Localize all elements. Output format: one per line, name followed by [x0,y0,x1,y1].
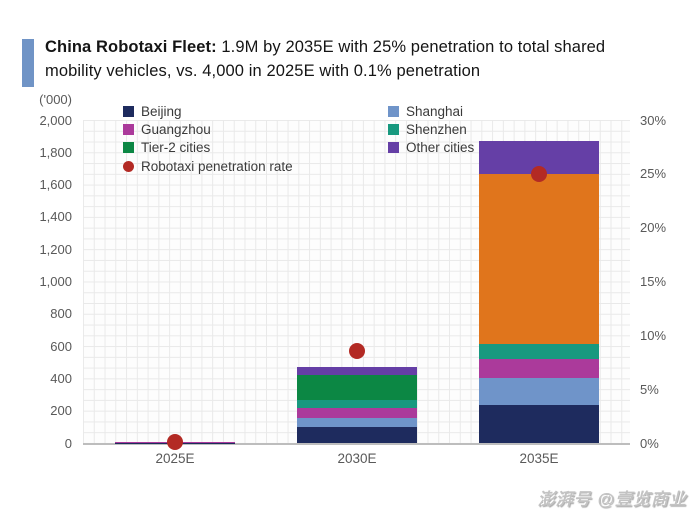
legend-item-other-cities: Other cities [388,140,474,156]
bar-segment-guangzhou [479,359,599,379]
left-axis-tick-label: 1,000 [39,274,72,289]
left-axis-tick-label: 1,800 [39,144,72,160]
legend-square-marker-icon [388,123,399,135]
chart-title-bold: China Robotaxi Fleet: [45,38,217,56]
legend-square-marker-icon [123,123,134,135]
bar-segment-guangzhou [297,408,417,419]
legend-square-marker-icon [123,105,134,117]
x-axis-label-2035e: 2035E [519,451,559,466]
bar-segment-shenzhen [479,344,599,360]
chart-legend: Beijing Guangzhou Tier-2 cities Robotaxi pe… [83,103,630,183]
x-axis-label-2025e: 2025E [155,451,195,466]
x-axis: 2025E 2030E 2035E [83,451,630,471]
legend-label: Tier-2 cities [141,140,211,156]
legend-square-marker-icon [388,142,399,154]
x-axis-label-2030e: 2030E [337,451,377,466]
stacked-bar-2030e [297,367,417,443]
legend-circle-marker-icon [123,160,134,172]
bar-segment-tier-2-cities [479,173,599,345]
left-axis-tick-label: 600 [50,338,72,354]
legend-item-robotaxi-penetration-rate: Robotaxi penetration rate [123,158,293,174]
legend-label: Robotaxi penetration rate [141,158,293,174]
chart-plot-area [83,120,630,450]
stacked-bar-2035e [479,141,599,443]
right-axis-tick-label: 10% [640,327,667,343]
legend-square-marker-icon [123,142,134,154]
left-axis-units-label: ('000) [39,92,72,107]
title-accent-bar [22,39,34,87]
left-axis-tick-label: 1,400 [39,209,72,225]
legend-item-guangzhou: Guangzhou [123,121,211,137]
left-axis-tick-label: 0 [64,435,72,451]
chart-title-rest: 1.9M by 2035E with 25% penetration to to… [45,38,606,80]
left-axis: 0 200 400 600 800 1,000 1,200 1,400 1,600 1,800 2,… [0,113,72,451]
chart-title: China Robotaxi Fleet: 1.9M by 2035E with… [45,35,630,83]
left-axis-tick-label: 1,600 [39,177,72,193]
right-axis: 0% 5% 10% 15% 20% 25% 30% [640,113,690,451]
left-axis-tick-label: 800 [50,306,72,322]
legend-item-shanghai: Shanghai [388,103,463,119]
legend-label: Shenzhen [406,121,467,137]
legend-item-shenzhen: Shenzhen [388,121,467,137]
penetration-rate-dot-2030e [349,343,365,360]
watermark: 澎湃号 @壹览商业 [537,490,687,509]
penetration-rate-dot-2025e [167,433,183,450]
bar-segment-shanghai [297,418,417,427]
left-axis-tick-label: 1,200 [39,241,72,257]
right-axis-tick-label: 30% [640,112,667,128]
legend-item-beijing: Beijing [123,103,182,119]
legend-label: Guangzhou [141,121,211,137]
bar-segment-other-cities [297,367,417,376]
penetration-rate-dot-2035e [531,165,547,182]
right-axis-tick-label: 25% [640,166,667,182]
bar-segment-shenzhen [297,400,417,409]
right-axis-tick-label: 20% [640,220,667,236]
left-axis-tick-label: 200 [50,403,72,419]
legend-item-tier-2-cities: Tier-2 cities [123,140,210,156]
bar-segment-beijing [479,405,599,443]
right-axis-tick-label: 0% [640,435,659,451]
bar-segment-beijing [297,426,417,443]
legend-label: Shanghai [406,103,464,119]
legend-square-marker-icon [388,105,399,117]
bar-segment-tier-2-cities [297,375,417,401]
right-axis-tick-label: 5% [640,381,659,397]
right-axis-tick-label: 15% [640,274,667,289]
legend-label: Other cities [406,140,475,156]
bar-segment-shanghai [479,378,599,406]
left-axis-tick-label: 2,000 [39,112,72,128]
legend-label: Beijing [141,103,182,119]
left-axis-tick-label: 400 [50,370,72,386]
